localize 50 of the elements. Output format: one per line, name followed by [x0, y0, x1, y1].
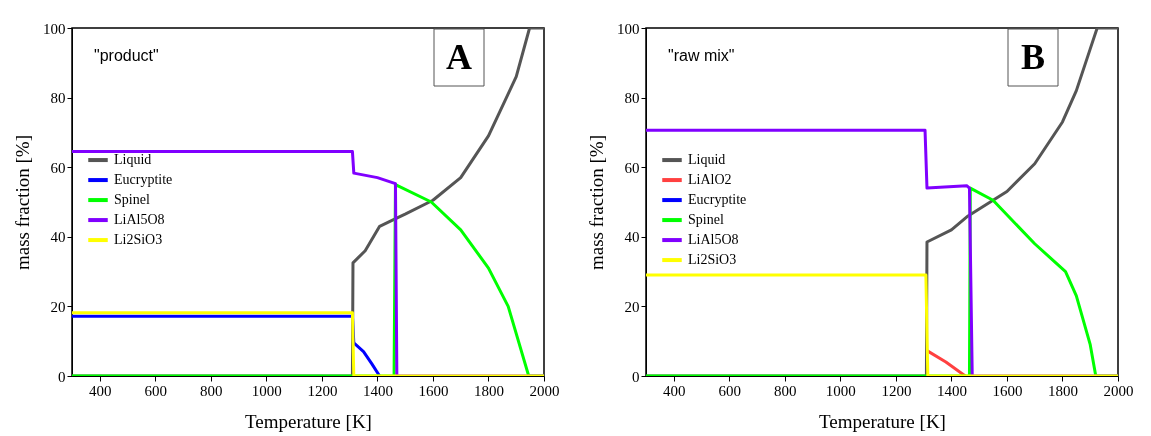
x-tick-label: 800 — [200, 382, 223, 399]
legend-label: Li2SiO3 — [688, 252, 737, 268]
x-tick-label: 1800 — [473, 382, 504, 399]
x-tick-label: 1600 — [992, 382, 1023, 399]
legend-label: LiAlO2 — [688, 172, 732, 188]
x-tick-label: 400 — [89, 382, 112, 399]
x-tick-label: 600 — [144, 382, 168, 399]
y-tick-label: 60 — [624, 159, 640, 176]
y-tick-label: 0 — [632, 368, 640, 385]
annotation: "raw mix" — [668, 47, 735, 64]
legend-label: LiAl5O8 — [114, 212, 165, 228]
x-tick-label: 1000 — [825, 382, 856, 399]
legend-label: Eucryptite — [688, 192, 747, 208]
x-axis-title: Temperature [K] — [245, 410, 372, 432]
x-tick-label: 1600 — [418, 382, 449, 399]
y-tick-label: 80 — [624, 90, 640, 107]
x-tick-label: 1800 — [1047, 382, 1078, 399]
legend-label: Liquid — [114, 152, 152, 168]
x-tick-label: 1200 — [881, 382, 912, 399]
x-tick-label: 800 — [774, 382, 797, 399]
legend-label: Li2SiO3 — [114, 232, 163, 248]
y-tick-label: 100 — [43, 20, 66, 37]
legend-label: LiAl5O8 — [688, 232, 739, 248]
annotation: "product" — [94, 47, 159, 64]
y-tick-label: 100 — [617, 20, 640, 37]
x-tick-label: 2000 — [1103, 382, 1134, 399]
x-tick-label: 1400 — [362, 382, 393, 399]
x-tick-label: 400 — [663, 382, 686, 399]
legend-label: Eucryptite — [114, 172, 173, 188]
annotation: B — [1020, 37, 1046, 77]
legend-label: Spinel — [114, 192, 150, 208]
y-tick-label: 20 — [624, 298, 640, 315]
line-series — [72, 314, 382, 376]
x-tick-label: 1200 — [307, 382, 338, 399]
y-axis-title: mass fraction [%] — [12, 134, 33, 271]
x-tick-label: 1400 — [936, 382, 967, 399]
y-tick-label: 80 — [50, 90, 66, 107]
x-axis-title: Temperature [K] — [819, 410, 946, 432]
x-tick-label: 2000 — [529, 382, 560, 399]
legend-label: Liquid — [688, 152, 726, 168]
legend-label: Spinel — [688, 212, 724, 228]
annotation: A — [446, 37, 472, 77]
y-axis-title: mass fraction [%] — [586, 134, 607, 271]
y-tick-label: 60 — [50, 159, 66, 176]
y-tick-label: 40 — [624, 229, 640, 246]
y-tick-label: 0 — [58, 368, 66, 385]
x-tick-label: 600 — [718, 382, 742, 399]
y-tick-label: 40 — [50, 229, 66, 246]
x-tick-label: 1000 — [251, 382, 282, 399]
y-tick-label: 20 — [50, 298, 66, 315]
